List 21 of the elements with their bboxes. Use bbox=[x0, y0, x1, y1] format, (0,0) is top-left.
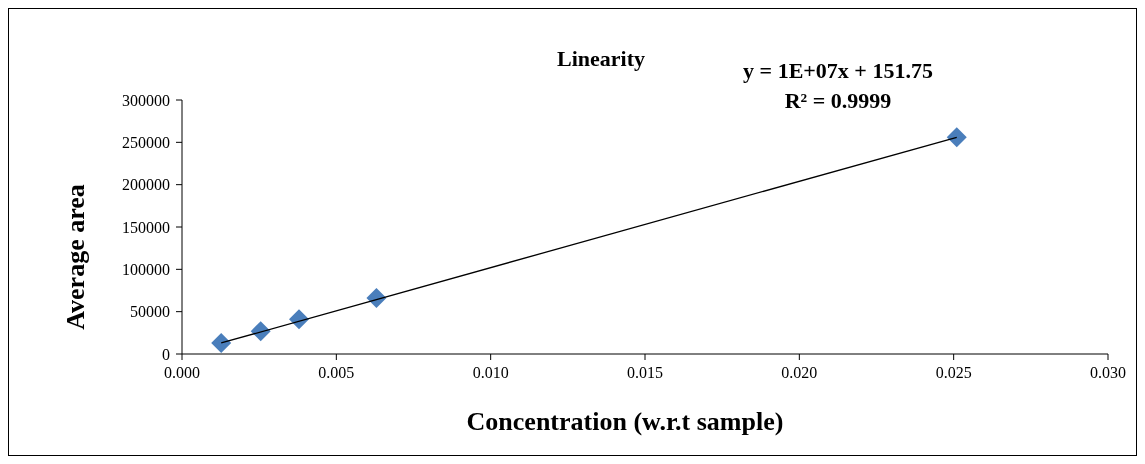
x-tick-label: 0.000 bbox=[164, 364, 200, 381]
y-tick-label: 150000 bbox=[122, 218, 170, 236]
y-tick-label: 50000 bbox=[130, 303, 170, 321]
point bbox=[946, 127, 967, 148]
x-axis-title: Concentration (w.r.t sample) bbox=[466, 407, 784, 436]
x-tick-label: 0.010 bbox=[472, 364, 509, 381]
chart-title: Linearity bbox=[557, 46, 645, 71]
annotation: R² = 0.9999 bbox=[784, 88, 892, 113]
x-tick-label: 0.015 bbox=[627, 364, 663, 381]
x-tick-label: 0.005 bbox=[318, 364, 355, 381]
point bbox=[211, 332, 232, 353]
y-tick-label: 200000 bbox=[122, 176, 170, 194]
x-tick-label: 0.025 bbox=[935, 364, 972, 381]
y-tick-label: 250000 bbox=[122, 133, 170, 151]
y-tick-label: 300000 bbox=[122, 91, 170, 109]
x-tick-label: 0.030 bbox=[1090, 364, 1126, 381]
y-tick-label: 0 bbox=[162, 345, 170, 363]
y-axis-title: Average area bbox=[61, 184, 90, 330]
x-tick-label: 0.020 bbox=[781, 364, 818, 381]
y-tick-label: 100000 bbox=[122, 260, 170, 278]
text: y = 1E+07x + 151.75 bbox=[743, 58, 933, 83]
